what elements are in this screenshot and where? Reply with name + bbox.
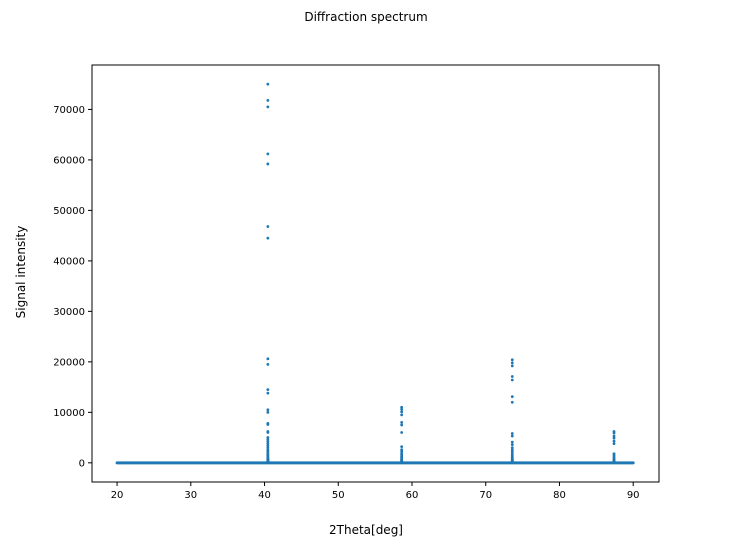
data-point (266, 431, 270, 434)
data-point (266, 388, 270, 392)
y-tick-label: 50000 (53, 206, 85, 217)
data-point (266, 460, 270, 464)
data-point (266, 440, 270, 444)
data-point (510, 460, 514, 464)
data-point (400, 405, 404, 409)
data-point (510, 448, 514, 452)
data-point (612, 460, 616, 464)
data-point (266, 82, 270, 86)
data-points (115, 82, 635, 465)
data-point (510, 443, 514, 447)
x-tick-label: 20 (111, 490, 124, 501)
data-point (266, 423, 270, 426)
data-point (510, 400, 514, 404)
data-point (400, 445, 404, 449)
y-axis-ticks: 0 10000 20000 30000 40000 50000 60000 70000 (53, 105, 92, 469)
data-point (400, 431, 404, 434)
data-point (266, 446, 270, 450)
data-point (400, 421, 404, 424)
data-point (266, 162, 270, 166)
data-point (266, 410, 270, 414)
chart-title: Diffraction spectrum (304, 10, 427, 24)
data-point (510, 361, 514, 365)
data-point (266, 225, 270, 228)
data-point (510, 364, 514, 368)
data-point (510, 358, 514, 362)
data-point (612, 439, 616, 443)
y-axis-label: Signal intensity (14, 226, 28, 319)
y-tick-label: 10000 (53, 408, 85, 419)
x-axis-label: 2Theta[deg] (329, 523, 403, 537)
data-point (612, 436, 616, 440)
data-point (612, 431, 616, 435)
plot-frame (91, 64, 660, 483)
data-point (266, 236, 270, 240)
data-point (400, 413, 404, 417)
y-tick-label: 70000 (53, 105, 85, 116)
x-tick-label: 50 (332, 490, 345, 501)
x-tick-label: 90 (627, 490, 640, 501)
data-point (510, 440, 514, 444)
data-point (612, 434, 616, 438)
data-point (510, 446, 514, 450)
data-point (266, 391, 270, 395)
x-tick-label: 70 (479, 490, 492, 501)
data-point (266, 98, 270, 102)
data-point (400, 423, 404, 427)
data-point (266, 408, 270, 412)
data-point (510, 395, 514, 399)
data-point (266, 442, 270, 446)
data-point (266, 105, 270, 109)
data-point (266, 152, 270, 156)
data-point (510, 434, 514, 438)
data-point (266, 444, 270, 448)
data-point (612, 442, 616, 446)
y-tick-label: 30000 (53, 307, 85, 318)
x-tick-label: 40 (258, 490, 271, 501)
data-point (266, 436, 270, 439)
data-point (400, 449, 404, 453)
y-tick-label: 40000 (53, 256, 85, 267)
data-point (266, 438, 270, 441)
x-tick-label: 80 (553, 490, 566, 501)
data-point (510, 432, 514, 435)
data-point (266, 357, 270, 361)
data-point (400, 407, 404, 411)
data-point (510, 450, 514, 454)
y-tick-label: 20000 (53, 357, 85, 368)
y-tick-label: 60000 (53, 155, 85, 166)
data-point (510, 378, 514, 382)
x-tick-label: 60 (406, 490, 419, 501)
data-point (400, 410, 404, 414)
x-axis-ticks: 20 30 40 50 60 70 80 90 (111, 482, 640, 501)
x-tick-label: 30 (184, 490, 197, 501)
data-point (266, 362, 270, 366)
data-point (510, 375, 514, 378)
y-tick-label: 0 (79, 458, 85, 469)
data-point (400, 460, 404, 464)
